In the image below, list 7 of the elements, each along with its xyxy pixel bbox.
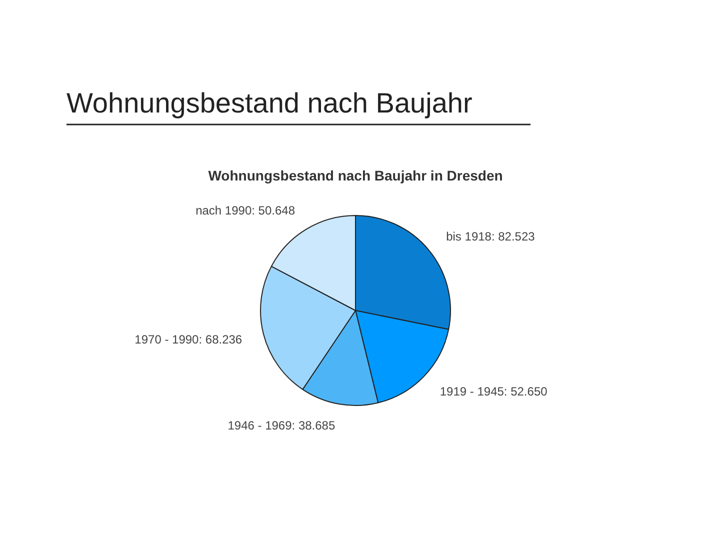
slice-label: 1919 - 1945: 52.650 [440,384,548,399]
slice-label: 1946 - 1969: 38.685 [228,418,336,433]
slice-label: 1970 - 1990: 68.236 [134,332,242,346]
slice-label: bis 1918: 82.523 [446,229,536,244]
chart-title: Wohnungsbestand nach Baujahr [66,88,472,118]
chart-subtitle: Wohnungsbestand nach Baujahr in Dresden [208,168,503,184]
slice-label: nach 1990: 50.648 [196,203,296,218]
